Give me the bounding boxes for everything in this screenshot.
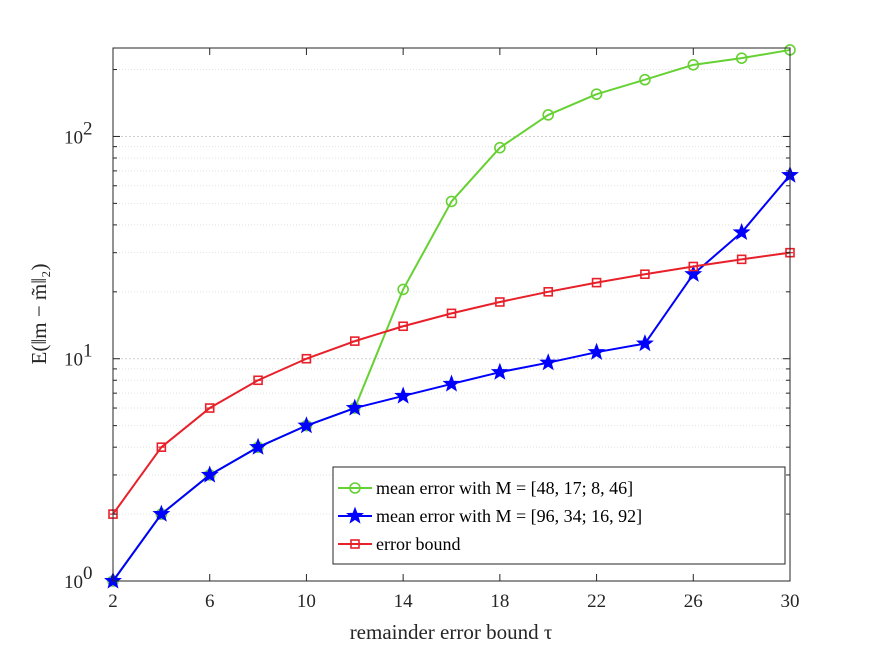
data-point [495, 297, 505, 307]
data-point [200, 465, 219, 483]
y-tick-exponent: 2 [83, 118, 93, 139]
legend-marker [350, 539, 360, 549]
legend-box [332, 466, 786, 565]
data-point [446, 308, 457, 319]
data-point [152, 504, 171, 522]
legend-label: error bound [376, 534, 460, 554]
legend: mean error with M = [48, 17; 8, 46] mean … [332, 466, 786, 565]
data-point [640, 269, 650, 280]
x-tick-label: 22 [587, 591, 606, 612]
data-point [397, 283, 409, 296]
x-tick-label: 30 [781, 591, 800, 612]
y-tick-exponent: 0 [83, 563, 93, 584]
x-tick-label: 2 [108, 591, 118, 612]
data-point [301, 353, 312, 364]
ticks [112, 48, 791, 582]
data-point [590, 88, 603, 100]
series-3 [108, 247, 795, 519]
data-point [684, 264, 703, 282]
series-2 [104, 165, 799, 589]
data-point [490, 362, 509, 380]
legend-item: error bound [338, 534, 460, 554]
plot-frame [112, 47, 791, 582]
series-layer [104, 44, 799, 589]
legend-label: mean error with M = [96, 34; 16, 92] [376, 506, 642, 526]
legend-label: mean error with M = [48, 17; 8, 46] [376, 478, 633, 498]
x-axis-label: remainder error bound τ [350, 620, 553, 644]
data-point [542, 109, 555, 121]
data-point [253, 375, 263, 386]
data-point [349, 336, 360, 346]
legend-marker [346, 506, 364, 524]
legend-item: mean error with M = [48, 17; 8, 46] [338, 478, 633, 498]
y-tick-label: 10 [64, 572, 83, 593]
y-axis-label: E(‖m − m̃‖₂) [27, 264, 51, 365]
data-point [688, 261, 699, 272]
legend-item: mean error with M = [96, 34; 16, 92] [338, 506, 642, 526]
data-point [539, 353, 558, 371]
data-point [687, 59, 700, 71]
data-point [732, 223, 751, 241]
y-tick-label: 10 [64, 350, 83, 371]
data-point [735, 52, 748, 64]
data-point [639, 73, 651, 86]
legend-marker [349, 482, 361, 494]
x-tick-label: 6 [205, 591, 215, 612]
data-point [156, 442, 167, 452]
data-point [345, 398, 364, 416]
x-tick-label: 14 [394, 591, 414, 612]
x-tick-label: 26 [684, 591, 703, 612]
data-point [736, 254, 747, 265]
data-point [543, 287, 554, 297]
x-tick-label: 18 [490, 591, 509, 612]
data-point [249, 437, 268, 455]
x-tick-label: 10 [297, 591, 316, 612]
data-point [394, 386, 413, 404]
data-point [297, 416, 316, 434]
data-point [204, 403, 215, 413]
data-point [494, 141, 506, 154]
data-point [442, 374, 461, 392]
data-point [445, 195, 458, 208]
data-point [635, 334, 654, 352]
data-point [398, 321, 408, 332]
data-point [591, 277, 602, 288]
y-tick-exponent: 1 [83, 341, 93, 362]
data-point [587, 342, 606, 360]
y-tick-label: 10 [64, 127, 83, 148]
